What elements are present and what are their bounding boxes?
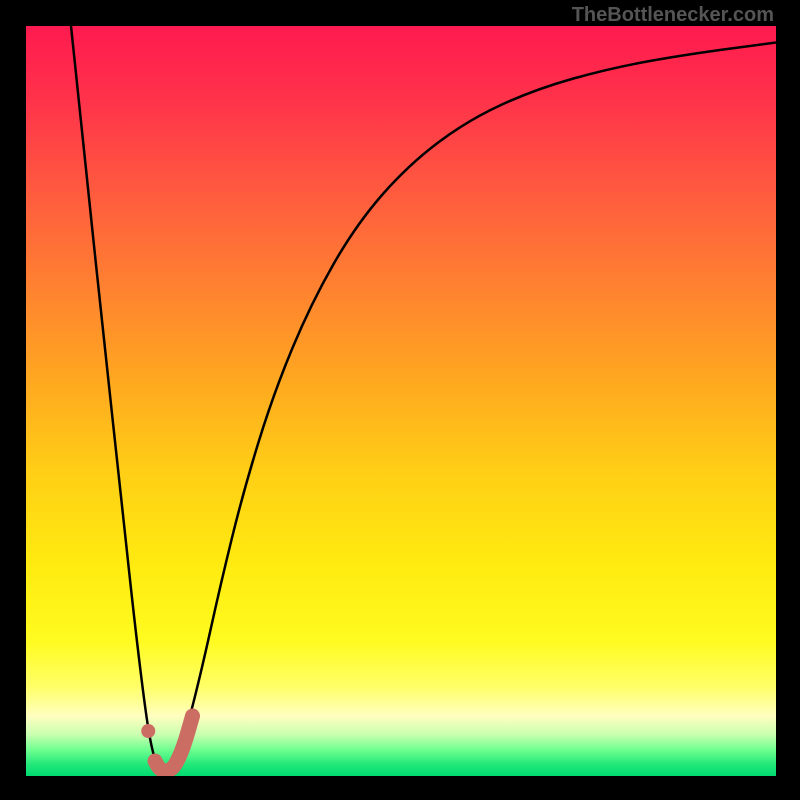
watermark-text: TheBottlenecker.com: [572, 4, 774, 27]
curve-overlay: [26, 26, 776, 776]
plot-area: [26, 26, 776, 776]
optimal-point-dot: [141, 724, 155, 738]
optimal-point-hook: [155, 716, 193, 771]
bottleneck-curve: [71, 26, 776, 772]
chart-container: TheBottlenecker.com: [0, 0, 800, 800]
